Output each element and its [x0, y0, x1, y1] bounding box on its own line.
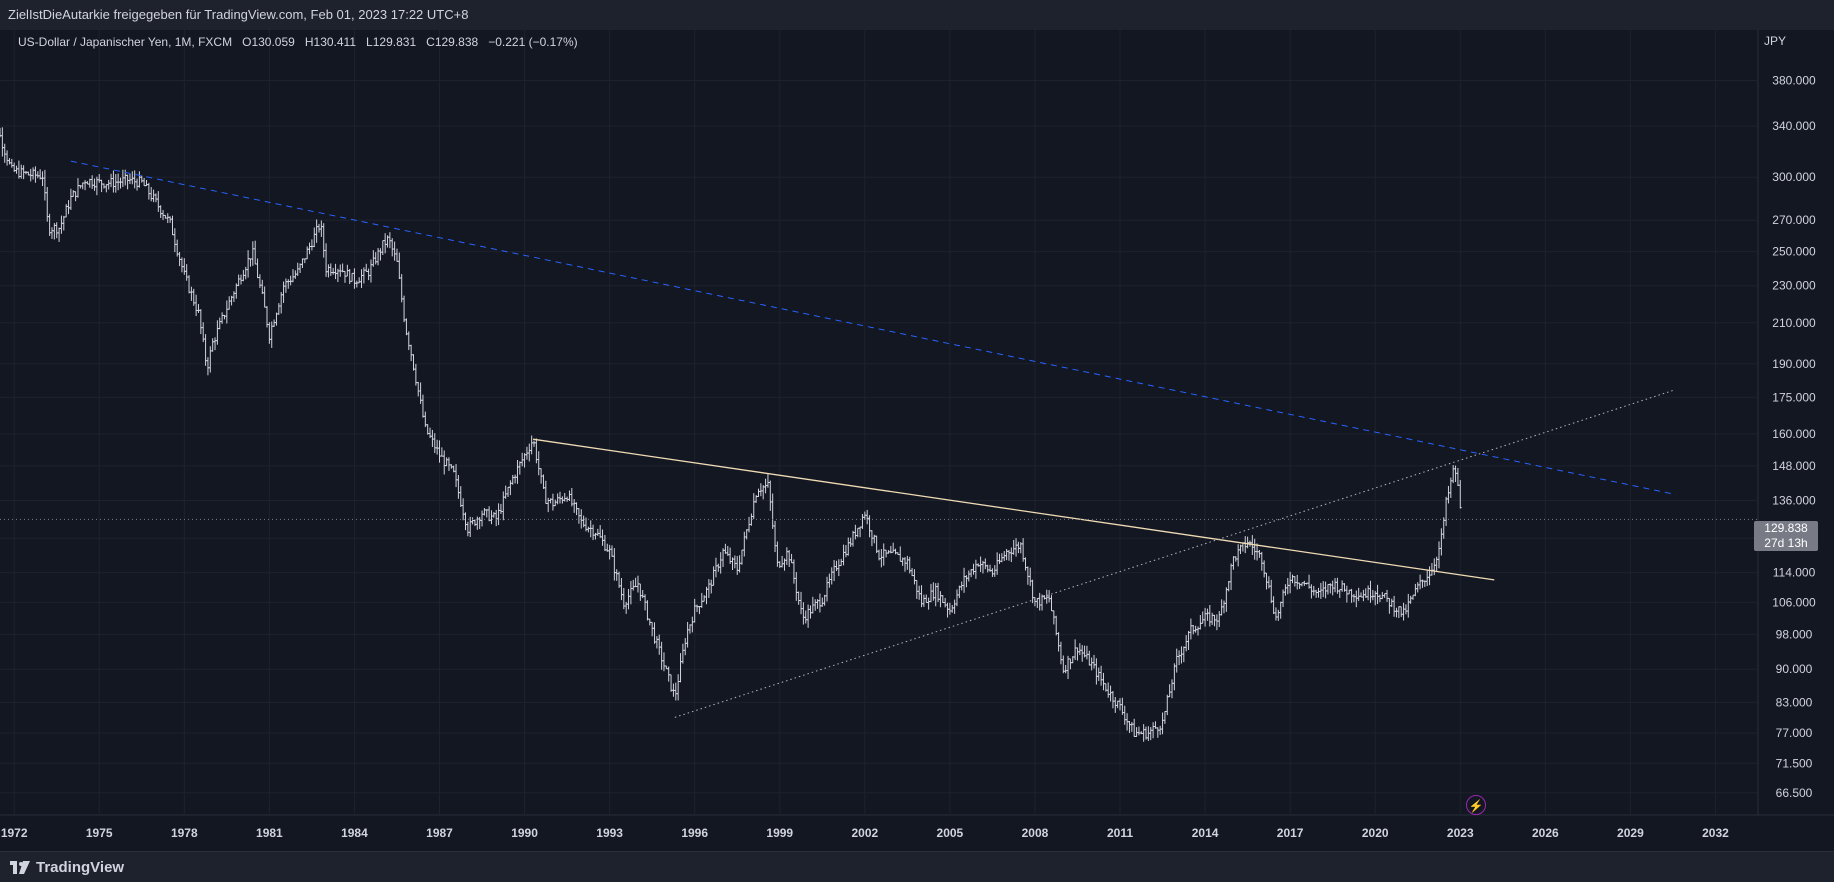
- x-tick-label: 1987: [426, 826, 453, 840]
- publisher-text: ZielIstDieAutarkie freigegeben für Tradi…: [8, 7, 469, 22]
- ohlc-bars: [0, 127, 1462, 742]
- y-tick-label: 250.000: [1772, 245, 1816, 259]
- y-tick-label: 230.000: [1772, 279, 1816, 293]
- x-tick-label: 2005: [937, 826, 964, 840]
- y-tick-label: 98.000: [1776, 627, 1813, 641]
- x-tick-label: 1990: [511, 826, 538, 840]
- y-tick-label: 190.000: [1772, 357, 1816, 371]
- y-tick-label: 340.000: [1772, 119, 1816, 133]
- y-tick-label: 66.500: [1776, 786, 1813, 800]
- y-tick-label: 136.000: [1772, 493, 1816, 507]
- change-value: −0.221 (−0.17%): [488, 35, 578, 49]
- y-tick-label: 160.000: [1772, 427, 1816, 441]
- tradingview-logo[interactable]: TradingView: [10, 859, 124, 876]
- y-tick-label: 300.000: [1772, 170, 1816, 184]
- ohlc-bar: [1458, 480, 1462, 509]
- x-tick-label: 1975: [86, 826, 113, 840]
- x-tick-label: 2017: [1277, 826, 1304, 840]
- y-tick-label: 77.000: [1776, 726, 1813, 740]
- bar-countdown: 27d 13h: [1764, 536, 1808, 550]
- low-value: 129.831: [372, 35, 417, 49]
- last-price-tag: 129.838 27d 13h: [1754, 521, 1818, 551]
- y-tick-label: 90.000: [1776, 662, 1813, 676]
- plot-area[interactable]: [0, 30, 1758, 815]
- lightning-icon[interactable]: ⚡: [1466, 795, 1486, 815]
- y-tick-label: 380.000: [1772, 74, 1816, 88]
- footer-bar: TradingView: [0, 851, 1834, 882]
- tradingview-icon: [10, 860, 30, 874]
- x-tick-label: 2008: [1022, 826, 1049, 840]
- close-label: C: [426, 35, 435, 49]
- open-value: 130.059: [251, 35, 295, 49]
- x-tick-label: 2029: [1617, 826, 1644, 840]
- x-tick-label: 1981: [256, 826, 283, 840]
- high-label: H: [304, 35, 314, 49]
- currency-label[interactable]: JPY: [1764, 34, 1787, 48]
- y-tick-label: 270.000: [1772, 213, 1816, 227]
- close-value: 129.838: [434, 35, 479, 49]
- y-tick-label: 71.500: [1776, 756, 1813, 770]
- x-tick-label: 2002: [851, 826, 878, 840]
- trendline-resistance: [532, 438, 1495, 581]
- x-tick-label: 1978: [171, 826, 198, 840]
- trendlines: [70, 160, 1676, 718]
- high-value: 130.411: [313, 35, 357, 49]
- trendline-long_trend: [70, 160, 1676, 496]
- low-label: L: [366, 35, 373, 49]
- price-chart[interactable]: 380.000 340.000 300.000 270.000 250.000 230.0…: [0, 0, 1834, 851]
- y-tick-label: 83.000: [1776, 695, 1813, 709]
- brand-name: TradingView: [36, 859, 125, 876]
- time-axis-labels: 1972 1975 1978 1981 1984 1987 1990 1993 1996 1999…: [1, 826, 1729, 840]
- x-tick-label: 2011: [1107, 826, 1133, 840]
- y-tick-label: 210.000: [1772, 316, 1816, 330]
- x-tick-label: 2020: [1362, 826, 1389, 840]
- x-tick-label: 2032: [1702, 826, 1729, 840]
- y-tick-label: 148.000: [1772, 459, 1816, 473]
- x-tick-label: 1972: [1, 826, 28, 840]
- x-tick-label: 2023: [1447, 826, 1474, 840]
- x-tick-label: 2026: [1532, 826, 1559, 840]
- price-axis-panel[interactable]: [1758, 30, 1834, 815]
- x-tick-label: 2014: [1192, 826, 1219, 840]
- y-tick-label: 175.000: [1772, 390, 1816, 404]
- last-price-value: 129.838: [1764, 521, 1808, 535]
- y-tick-label: 106.000: [1772, 595, 1816, 609]
- symbol-legend[interactable]: US-Dollar / Japanischer Yen, 1M, FXCM O1…: [18, 35, 578, 49]
- gridlines: [0, 30, 1758, 815]
- x-tick-label: 1984: [341, 826, 368, 840]
- x-tick-label: 1999: [766, 826, 793, 840]
- y-tick-label: 114.000: [1773, 566, 1816, 580]
- open-label: O: [242, 35, 252, 49]
- symbol-name: US-Dollar / Japanischer Yen, 1M, FXCM: [18, 35, 233, 49]
- x-tick-label: 1993: [596, 826, 623, 840]
- x-tick-label: 1996: [681, 826, 708, 840]
